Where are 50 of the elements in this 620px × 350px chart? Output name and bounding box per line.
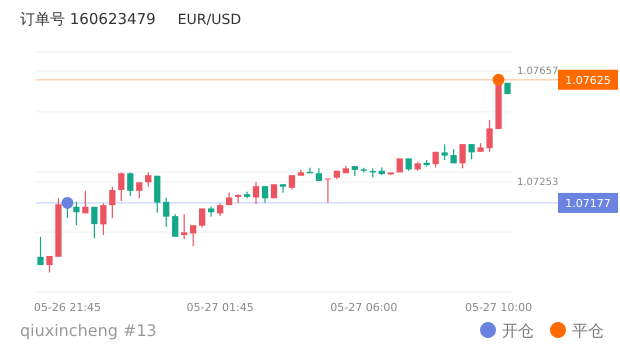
x-tick-label: 05-27 01:45	[186, 300, 254, 314]
candlestick	[316, 168, 322, 182]
candlestick	[199, 208, 206, 228]
candlestick	[226, 192, 232, 206]
ref-line-label: 1.07625	[565, 74, 611, 87]
candlestick	[486, 119, 493, 152]
candlestick	[37, 236, 44, 266]
candlestick	[262, 186, 268, 204]
candlestick	[109, 186, 116, 219]
candlestick	[324, 178, 332, 204]
legend-label: 开仓	[502, 321, 534, 340]
ref-line-label: 1.07177	[565, 196, 611, 210]
candlestick	[190, 224, 196, 247]
y-tick-label: 1.07657	[517, 66, 558, 78]
candlestick	[118, 172, 124, 202]
candlestick	[163, 197, 170, 228]
candlestick	[442, 144, 448, 161]
x-tick-label: 05-27 10:00	[464, 300, 532, 314]
candlestick	[73, 201, 80, 226]
text: qiuxincheng #13	[20, 321, 157, 340]
candlestick	[181, 214, 188, 240]
candlestick	[216, 202, 224, 216]
candlestick	[252, 181, 260, 205]
candlestick	[370, 168, 376, 178]
chart-title: 订单号 160623479	[20, 10, 156, 28]
candlestick	[82, 190, 89, 214]
legend-label: 平仓	[572, 321, 604, 340]
candlestick	[136, 182, 142, 199]
candlestick	[414, 161, 421, 172]
candlestick	[46, 255, 53, 274]
candlestick	[288, 174, 296, 190]
candlestick	[468, 143, 475, 160]
candlestick	[145, 172, 152, 188]
candlestick	[360, 167, 367, 174]
x-tick-label: 05-27 06:00	[330, 300, 398, 314]
x-tick-label: 05-26 21:45	[34, 300, 102, 314]
candlestick	[270, 184, 278, 199]
y-tick-label: 1.07253	[517, 177, 558, 188]
candlestick	[406, 158, 412, 172]
candlestick	[208, 206, 214, 218]
candlestick	[172, 214, 178, 238]
candlestick	[396, 158, 403, 174]
candlestick	[459, 143, 466, 169]
candlestick	[127, 172, 134, 197]
candlestick	[91, 206, 98, 239]
candlestick	[432, 151, 439, 168]
chart-subtitle: EUR/USD	[178, 12, 242, 28]
candlestick	[450, 148, 457, 164]
candlestick	[352, 165, 358, 177]
candlestick	[100, 202, 106, 236]
